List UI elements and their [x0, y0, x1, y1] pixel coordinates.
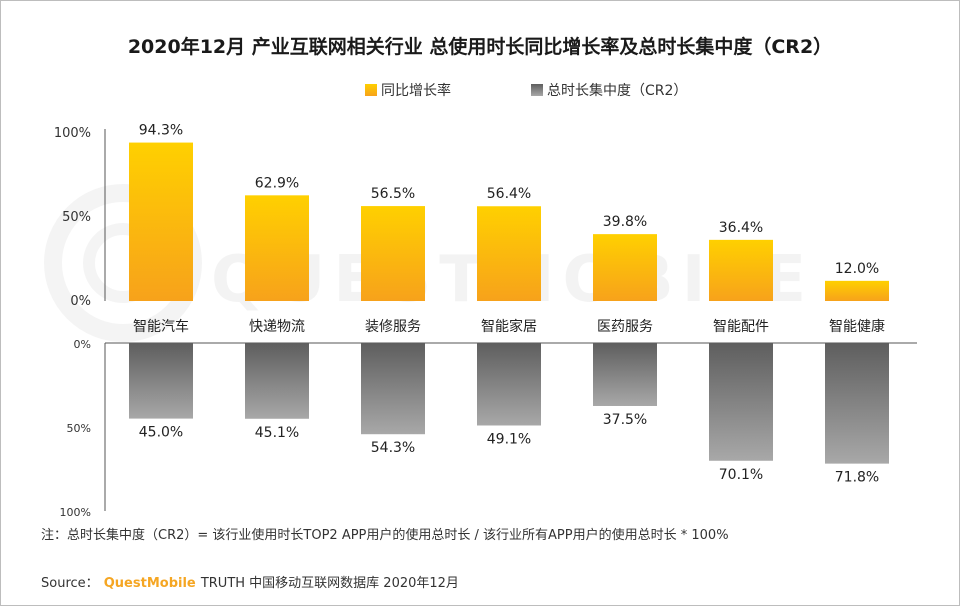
legend-label-cr2: 总时长集中度（CR2） [547, 82, 687, 99]
cr2-value-label: 71.8% [835, 470, 879, 486]
source-line: Source： QuestMobile TRUTH 中国移动互联网数据库 202… [41, 572, 459, 591]
legend-swatch-growth [365, 84, 377, 96]
chart-title: 2020年12月 产业互联网相关行业 总使用时长同比增长率及总时长集中度（CR2… [128, 35, 832, 58]
cr2-value-label: 45.0% [139, 425, 183, 441]
category-label: 智能汽车 [133, 318, 189, 335]
cr2-bar [709, 343, 773, 461]
source-brand: QuestMobile [104, 576, 196, 591]
top-axis-tick-50: 50% [62, 210, 91, 225]
growth-bar [477, 206, 541, 301]
cr2-bar [825, 343, 889, 464]
growth-value-label: 94.3% [139, 123, 183, 139]
top-axis-tick-100: 100% [54, 126, 91, 141]
growth-value-label: 36.4% [719, 220, 763, 236]
cr2-value-label: 49.1% [487, 431, 531, 447]
footnote: 注：总时长集中度（CR2）= 该行业使用时长TOP2 APP用户的使用总时长 /… [41, 527, 729, 543]
legend-label-growth: 同比增长率 [381, 82, 451, 99]
growth-bar [593, 234, 657, 301]
bottom-axis-tick-0: 0% [74, 338, 91, 351]
bottom-axis-tick-100: 100% [60, 506, 91, 519]
cr2-value-label: 37.5% [603, 412, 647, 428]
category-label: 装修服务 [365, 319, 421, 335]
category-label: 智能配件 [713, 319, 769, 335]
growth-value-label: 56.4% [487, 186, 531, 202]
source-suffix: TRUTH 中国移动互联网数据库 2020年12月 [200, 575, 459, 591]
growth-value-label: 12.0% [835, 261, 879, 277]
legend: 同比增长率 总时长集中度（CR2） [365, 82, 687, 99]
growth-bar [361, 206, 425, 301]
cr2-bar [245, 343, 309, 419]
growth-value-label: 62.9% [255, 175, 299, 191]
growth-bar [129, 142, 193, 301]
growth-value-label: 56.5% [371, 186, 415, 202]
bottom-axis-tick-50: 50% [67, 422, 91, 435]
category-label: 医药服务 [597, 319, 653, 335]
source-prefix: Source： [41, 576, 99, 591]
growth-bar [825, 280, 889, 301]
cr2-bar [477, 343, 541, 426]
cr2-bar [361, 343, 425, 435]
cr2-value-label: 70.1% [719, 467, 763, 483]
cr2-bar [593, 343, 657, 406]
category-label: 智能健康 [829, 318, 885, 335]
chart-marks: 94.3% 智能汽车 45.0% 62.9% 快递物流 45.1% 56.5% 装修服务 54.… [129, 123, 889, 486]
growth-bar [245, 195, 309, 301]
growth-value-label: 39.8% [603, 214, 647, 230]
cr2-bar [129, 343, 193, 419]
top-axis-tick-0: 0% [70, 294, 91, 309]
growth-bar [709, 239, 773, 301]
cr2-value-label: 45.1% [255, 425, 299, 441]
category-label: 智能家居 [481, 318, 537, 335]
legend-swatch-cr2 [531, 84, 543, 96]
cr2-value-label: 54.3% [371, 440, 415, 456]
category-label: 快递物流 [249, 319, 305, 335]
